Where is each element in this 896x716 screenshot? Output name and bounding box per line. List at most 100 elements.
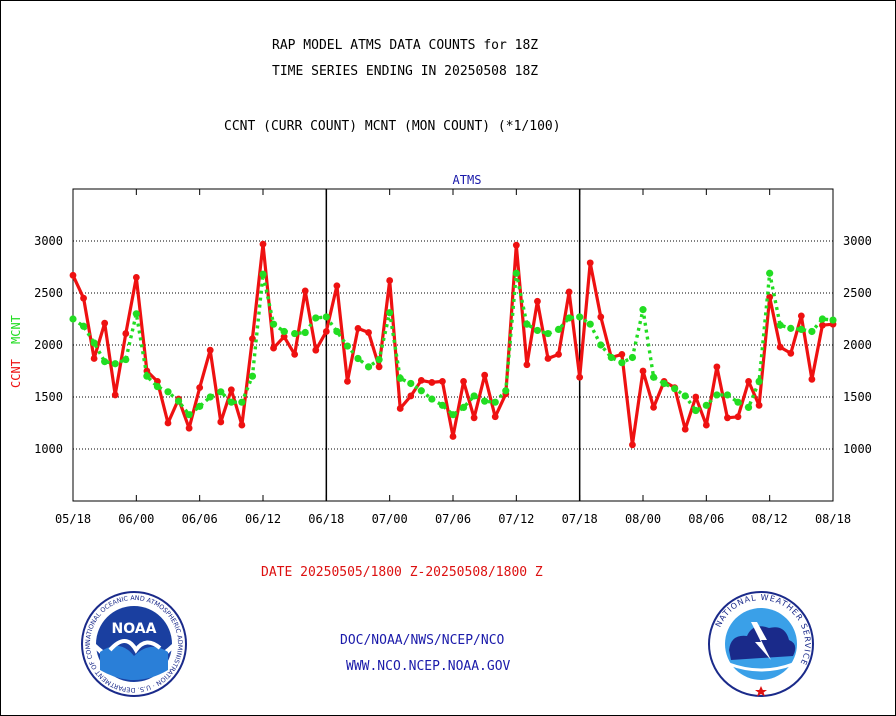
data-point-mcnt — [459, 403, 468, 411]
x-tick-label: 06/00 — [118, 512, 154, 526]
chart-subtitle: CCNT (CURR COUNT) MCNT (MON COUNT) (*1/1… — [224, 119, 561, 134]
data-point-ccnt — [439, 378, 446, 385]
data-point-mcnt — [744, 403, 753, 411]
x-tick-label: 07/18 — [562, 512, 598, 526]
data-point-mcnt — [280, 327, 288, 336]
data-point-ccnt — [618, 350, 626, 358]
data-point-mcnt — [544, 329, 552, 338]
data-point-mcnt — [238, 398, 246, 406]
data-point-mcnt — [607, 353, 615, 362]
data-point-ccnt — [333, 282, 341, 290]
x-tick-label: 08/00 — [625, 512, 661, 526]
data-point-mcnt — [649, 373, 658, 381]
x-tick-label: 07/00 — [372, 512, 408, 526]
data-point-mcnt — [396, 374, 404, 382]
y-tick-label-right: 1500 — [843, 390, 872, 404]
data-point-ccnt — [819, 321, 826, 329]
x-tick-label: 08/18 — [815, 512, 851, 526]
data-point-ccnt — [80, 294, 87, 302]
data-point-mcnt — [766, 269, 774, 277]
x-tick-label: 08/12 — [752, 512, 788, 526]
data-point-mcnt — [713, 391, 721, 399]
data-point-ccnt — [375, 363, 383, 371]
data-point-mcnt — [512, 269, 520, 277]
data-point-mcnt — [111, 360, 119, 368]
x-tick-label: 06/18 — [308, 512, 344, 526]
noaa-logo: NOAA NATIONAL OCEANIC AND ATMOSPHERIC AD… — [80, 590, 187, 697]
data-point-ccnt — [576, 373, 584, 381]
data-point-ccnt — [565, 288, 573, 296]
data-point-mcnt — [597, 341, 605, 349]
x-tick-label: 07/06 — [435, 512, 471, 526]
data-point-mcnt — [628, 353, 637, 362]
x-tick-label: 06/12 — [245, 512, 281, 526]
data-point-mcnt — [90, 339, 98, 347]
data-point-ccnt — [386, 277, 394, 284]
y-tick-label-right: 3000 — [843, 234, 872, 248]
data-point-mcnt — [69, 315, 77, 323]
y-axis-label-mcnt: MCNT — [9, 315, 23, 344]
data-point-ccnt — [69, 271, 77, 279]
y-tick-label-right: 2500 — [843, 286, 872, 300]
data-point-ccnt — [291, 350, 299, 358]
data-point-mcnt — [164, 388, 172, 396]
y-tick-label-left: 1000 — [34, 442, 63, 456]
data-point-ccnt — [787, 349, 795, 357]
data-point-ccnt — [101, 319, 109, 327]
data-point-ccnt — [90, 355, 98, 362]
data-point-mcnt — [333, 327, 341, 336]
data-point-mcnt — [449, 411, 457, 419]
data-point-mcnt — [438, 401, 447, 409]
data-point-mcnt — [481, 397, 489, 405]
data-point-mcnt — [354, 354, 362, 363]
data-point-mcnt — [196, 402, 204, 410]
data-point-mcnt — [554, 325, 563, 333]
data-point-ccnt — [639, 367, 647, 375]
data-point-ccnt — [460, 378, 467, 385]
data-point-ccnt — [734, 413, 742, 421]
data-point-mcnt — [132, 310, 140, 318]
data-point-ccnt — [681, 425, 689, 433]
y-tick-label-left: 2500 — [34, 286, 63, 300]
data-point-ccnt — [249, 335, 256, 343]
data-point-mcnt — [301, 328, 309, 337]
data-point-ccnt — [185, 424, 193, 432]
data-point-ccnt — [270, 344, 277, 352]
data-point-ccnt — [755, 401, 763, 409]
y-axis-label-ccnt: CCNT — [9, 359, 23, 388]
data-point-ccnt — [797, 312, 805, 320]
data-point-ccnt — [808, 375, 816, 383]
data-point-ccnt — [280, 333, 288, 341]
data-point-mcnt — [776, 321, 784, 329]
data-point-mcnt — [818, 315, 827, 323]
data-point-mcnt — [343, 342, 352, 350]
y-tick-label-right: 1000 — [843, 442, 872, 456]
data-point-mcnt — [185, 411, 193, 419]
data-point-ccnt — [702, 421, 710, 429]
data-point-mcnt — [259, 270, 267, 278]
data-point-ccnt — [470, 414, 478, 422]
data-point-ccnt — [491, 413, 499, 421]
data-point-mcnt — [618, 359, 626, 367]
y-tick-label-left: 1500 — [34, 390, 63, 404]
data-point-mcnt — [269, 320, 278, 328]
data-point-mcnt — [755, 377, 763, 385]
data-point-mcnt — [502, 387, 510, 395]
data-point-mcnt — [291, 329, 299, 338]
data-point-ccnt — [544, 355, 552, 362]
noaa-logo-text: NOAA — [112, 621, 157, 637]
data-point-mcnt — [692, 406, 700, 415]
data-point-ccnt — [206, 346, 214, 354]
org-label: DOC/NOAA/NWS/NCEP/NCO — [340, 633, 505, 648]
data-point-mcnt — [143, 372, 151, 380]
data-point-mcnt — [533, 326, 542, 335]
data-point-mcnt — [681, 392, 689, 400]
data-point-ccnt — [512, 241, 520, 249]
data-point-ccnt — [196, 384, 204, 392]
data-point-mcnt — [797, 325, 805, 333]
data-point-mcnt — [227, 398, 235, 406]
y-tick-label-right: 2000 — [843, 338, 872, 352]
data-point-ccnt — [111, 391, 119, 399]
data-point-ccnt — [217, 418, 225, 426]
